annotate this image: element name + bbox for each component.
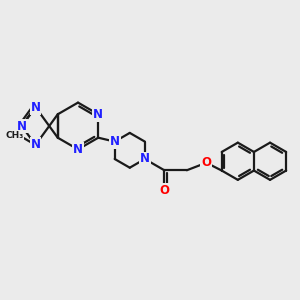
Text: CH₃: CH₃ [5, 131, 24, 140]
Text: N: N [110, 135, 120, 148]
Text: N: N [31, 138, 40, 152]
Text: N: N [140, 152, 150, 166]
Text: N: N [31, 100, 40, 114]
Text: N: N [73, 143, 83, 156]
Text: N: N [17, 119, 27, 133]
Text: O: O [201, 156, 211, 169]
Text: N: N [93, 108, 103, 121]
Text: O: O [159, 184, 169, 197]
